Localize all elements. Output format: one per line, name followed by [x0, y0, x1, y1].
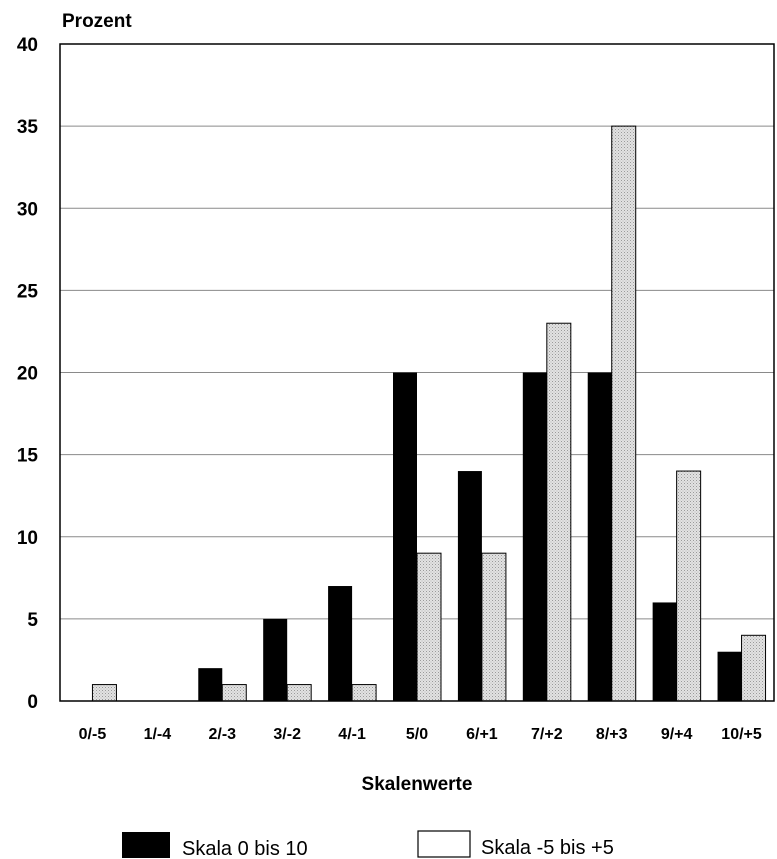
plot-frame: [59, 43, 775, 702]
legend: Skala 0 bis 10 Skala -5 bis +5: [122, 830, 614, 859]
legend-swatch-series-1: [122, 832, 170, 858]
bar-skala-minus5-plus5-8: [611, 125, 637, 702]
bars: [91, 125, 767, 702]
x-tick-label: 0/-5: [79, 726, 107, 743]
bar-skala-minus5-plus5-5: [416, 552, 442, 702]
x-tick-label: 7/+2: [531, 726, 563, 743]
bar-skala-minus5-plus5-0: [91, 684, 117, 702]
y-tick-label: 20: [17, 364, 38, 385]
y-tick-label: 15: [17, 446, 39, 467]
bar-skala-0-10-4: [328, 586, 353, 701]
bar-skala-minus5-plus5-10: [741, 634, 767, 702]
x-tick-labels: 0/-5 1/-4 2/-3 3/-2 4/-1 5/0 6/+1 7/+2 8/+3 9/+4 1…: [79, 726, 762, 743]
y-axis-title: Prozent: [62, 11, 132, 32]
bar-skala-0-10-2: [198, 668, 223, 701]
legend-label-series-2: Skala -5 bis +5: [481, 837, 614, 859]
x-tick-label: 10/+5: [721, 726, 762, 743]
bar-skala-0-10-7: [522, 372, 547, 701]
bar-skala-0-10-10: [717, 651, 742, 701]
bar-skala-minus5-plus5-4: [351, 684, 377, 702]
bar-skala-minus5-plus5-7: [546, 322, 572, 702]
x-tick-label: 6/+1: [466, 726, 498, 743]
y-tick-label: 25: [17, 281, 39, 302]
x-tick-label: 8/+3: [596, 726, 628, 743]
bar-skala-0-10-5: [393, 372, 417, 701]
x-tick-label: 3/-2: [273, 726, 301, 743]
bar-skala-0-10-8: [587, 372, 612, 701]
y-tick-label: 35: [17, 117, 39, 138]
y-tick-label: 30: [17, 199, 38, 220]
y-tick-label: 5: [27, 610, 38, 631]
x-tick-label: 1/-4: [144, 726, 172, 743]
x-tick-label: 2/-3: [208, 726, 236, 743]
legend-label-series-1: Skala 0 bis 10: [182, 838, 308, 859]
y-tick-label: 10: [17, 528, 38, 549]
y-tick-label: 40: [17, 35, 38, 56]
x-tick-label: 9/+4: [661, 726, 693, 743]
legend-swatch-series-2: [417, 830, 471, 858]
x-axis-title: Skalenwerte: [362, 774, 473, 795]
y-tick-labels: 0 5 10 15 20 25 30 35 40: [17, 35, 39, 713]
x-tick-label: 4/-1: [338, 726, 366, 743]
y-tick-label: 0: [27, 692, 38, 713]
bar-skala-minus5-plus5-6: [481, 552, 507, 702]
bar-skala-minus5-plus5-9: [676, 470, 702, 702]
bar-skala-0-10-6: [457, 471, 482, 701]
bar-skala-minus5-plus5-2: [221, 684, 247, 702]
bar-skala-minus5-plus5-3: [286, 684, 312, 702]
bar-skala-0-10-9: [652, 602, 677, 701]
x-tick-label: 5/0: [406, 726, 428, 743]
bar-skala-0-10-3: [263, 618, 288, 701]
